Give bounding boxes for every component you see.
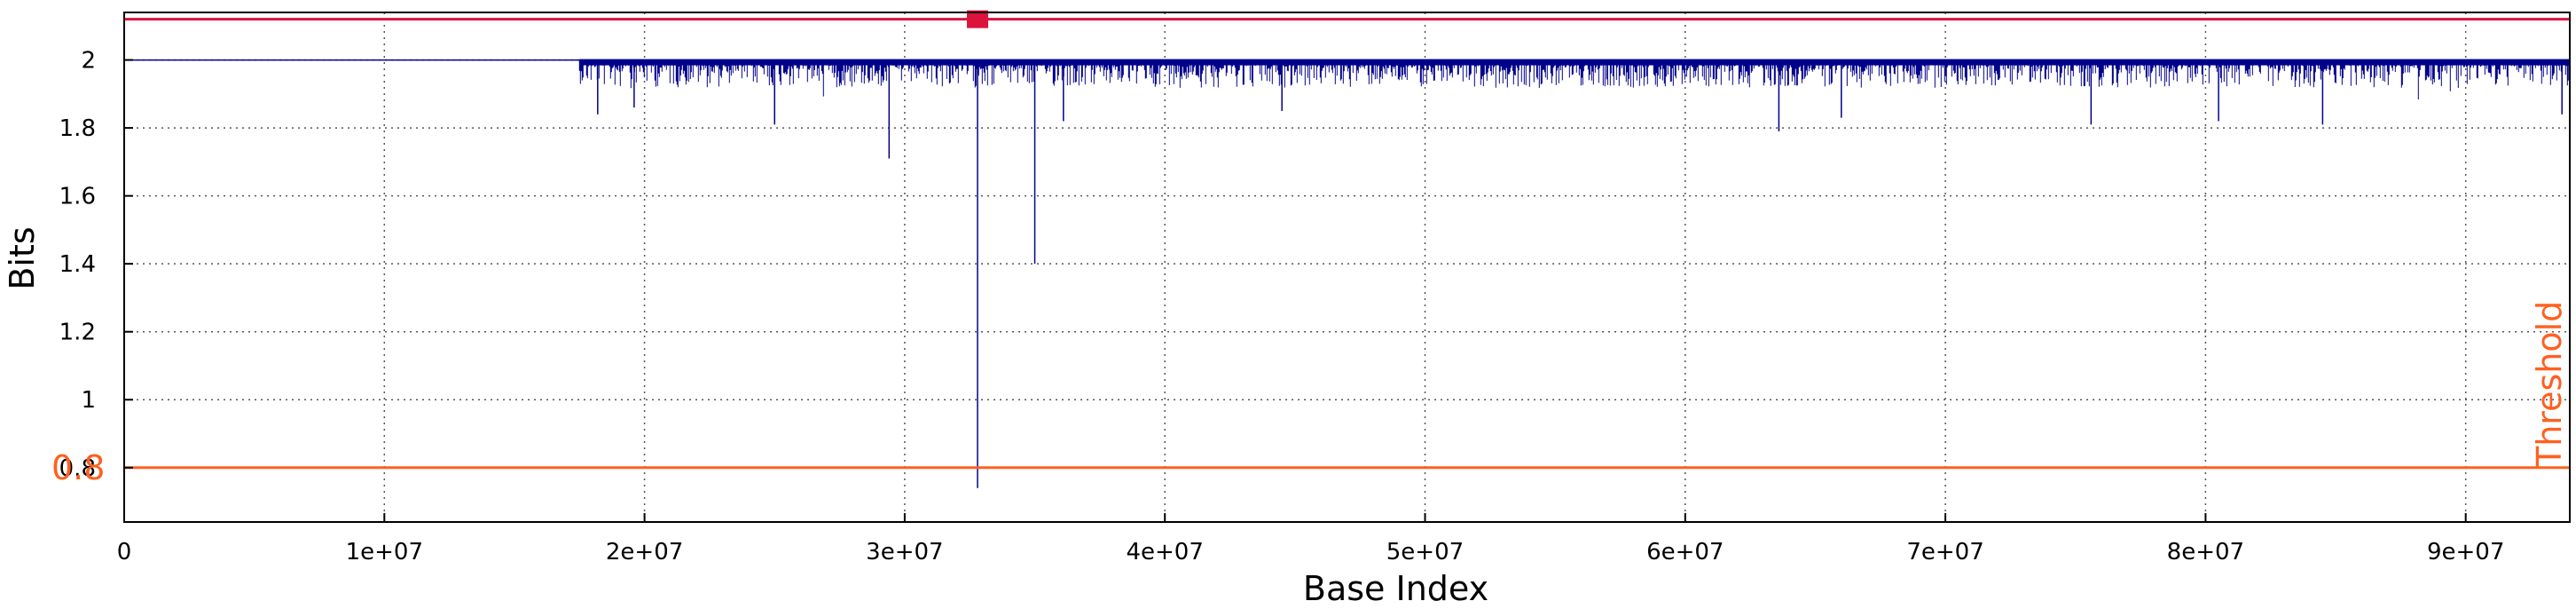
threshold-value-label: 0.8 xyxy=(51,448,105,487)
plot-data xyxy=(124,59,2571,488)
threshold-label: Threshold xyxy=(2530,301,2569,468)
x-axis-label: Base Index xyxy=(1303,569,1488,608)
plot-border xyxy=(123,12,2571,523)
x-tick-label: 5e+07 xyxy=(1386,539,1464,566)
x-tick-label: 4e+07 xyxy=(1126,539,1203,566)
y-tick-label: 1.2 xyxy=(59,320,96,346)
x-tick-label: 2e+07 xyxy=(606,539,683,566)
y-tick-label: 1 xyxy=(81,387,96,414)
x-tick-label: 1e+07 xyxy=(346,539,423,566)
marker-square xyxy=(967,10,989,28)
x-tick-label: 9e+07 xyxy=(2427,539,2504,566)
y-tick-label: 2 xyxy=(81,48,96,75)
y-axis-label: Bits xyxy=(3,226,42,289)
reference-lines xyxy=(124,10,2570,470)
y-ticks: 0.8 1 1.2 1.4 1.6 1.8 2 xyxy=(59,48,133,482)
x-ticks: 0 1e+07 2e+07 3e+07 4e+07 5e+07 6e+07 7e+07 8e+0… xyxy=(117,513,2504,566)
x-tick-label: 7e+07 xyxy=(1906,539,1983,566)
x-tick-label: 3e+07 xyxy=(866,539,943,566)
x-tick-label: 6e+07 xyxy=(1646,539,1724,566)
series-top-band xyxy=(579,59,2571,66)
series-dense-region xyxy=(578,59,2570,100)
x-tick-label: 0 xyxy=(117,539,132,566)
y-tick-label: 0.8 xyxy=(59,455,96,482)
y-tick-label: 1.6 xyxy=(59,184,96,210)
grid xyxy=(124,12,2570,522)
x-tick-label: 8e+07 xyxy=(2167,539,2244,566)
y-tick-label: 1.8 xyxy=(59,115,96,142)
y-tick-label: 1.4 xyxy=(59,251,96,278)
